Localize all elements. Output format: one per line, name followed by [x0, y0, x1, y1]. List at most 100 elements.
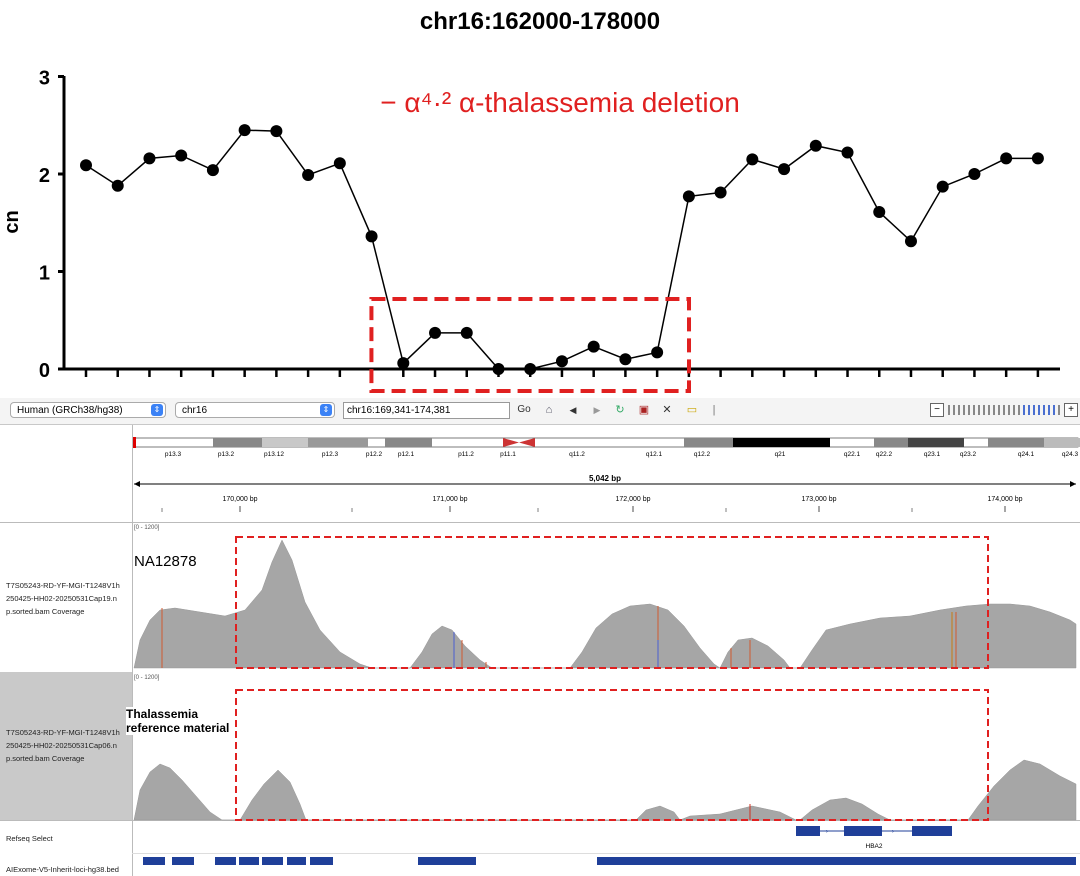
cn-point [143, 152, 156, 165]
cn-point [111, 179, 124, 192]
y-tick-label: 2 [39, 165, 50, 187]
ruler-span: 5,042 bp [589, 474, 621, 483]
toolbar-divider: | [712, 404, 716, 416]
band-label: q21 [775, 451, 786, 458]
zoom-out-icon[interactable]: − [930, 403, 944, 417]
cn-point [524, 363, 537, 375]
cn-chart: cn 0 1 2 3 − α⁴·² α-thalassemia deletion [1, 68, 1060, 393]
coverage1-track-name[interactable]: T7S05243-RD-YF-MGI-T1248V1h 250425-HH02-… [6, 581, 120, 616]
refseq-track-name[interactable]: Refseq Select [6, 834, 53, 843]
zoom-in-icon[interactable]: + [1064, 403, 1078, 417]
cn-point [587, 340, 600, 353]
divider [0, 820, 1080, 821]
cn-point [1031, 152, 1044, 165]
bed-feature [287, 857, 306, 865]
bed-feature [215, 857, 236, 865]
band-label: q22.2 [876, 451, 893, 458]
cn-point [778, 163, 791, 176]
genome-value: Human (GRCh38/hg38) [17, 405, 123, 416]
bed-feature [310, 857, 333, 865]
deletion-highlight-box [369, 297, 692, 393]
coverage1-variant-lines [161, 606, 957, 668]
ruler-tick-label: 173,000 bp [801, 496, 836, 503]
cn-point [873, 206, 886, 219]
cn-point [270, 125, 283, 138]
coverage1-area [133, 539, 1077, 669]
band-label: q23.1 [924, 451, 941, 458]
gene-label-hba2: HBA2 [866, 843, 883, 850]
cn-point [682, 190, 695, 203]
y-tick-label: 1 [39, 263, 50, 285]
y-axis-label: cn [1, 210, 23, 233]
home-icon[interactable]: ⌂ [545, 404, 553, 416]
bed-feature [239, 857, 259, 865]
band-label: p11.1 [500, 451, 516, 458]
band-label: p13.12 [264, 451, 284, 458]
cn-series-points [80, 124, 1044, 375]
cn-point [492, 363, 505, 375]
band-label: q11.2 [569, 451, 585, 458]
x-ticks [84, 369, 1040, 377]
cn-point [397, 357, 410, 370]
cn-point [651, 346, 664, 359]
chromosome-dropdown[interactable]: chr16 ⇕ [175, 402, 335, 418]
coverage2-range: [0 - 1200] [134, 675, 160, 681]
band-label: p11.2 [458, 451, 474, 458]
coverage1-range: [0 - 1200] [134, 525, 160, 531]
chromosome-value: chr16 [182, 405, 208, 416]
band-label: p12.1 [398, 451, 415, 458]
bed-feature [597, 857, 1076, 865]
coverage2-deletion-box [235, 689, 989, 821]
go-button[interactable]: Go [517, 404, 531, 415]
band-label: q12.2 [694, 451, 711, 458]
band-label: q22.1 [844, 451, 861, 458]
cn-point [206, 164, 219, 177]
forward-icon[interactable]: ▶ [593, 405, 601, 415]
selected-track-name-bg [0, 672, 132, 820]
coverage1-deletion-box [235, 536, 989, 669]
svg-text:›: › [826, 829, 828, 835]
cn-point [714, 186, 727, 199]
ruler-tick-label: 172,000 bp [615, 496, 650, 503]
cn-point [365, 230, 378, 243]
ruler: 5,042 bp 170,000 bp 171,000 bp 172,000 bp 1… [134, 474, 1076, 512]
cn-point [460, 326, 473, 339]
cn-point [80, 159, 92, 172]
locus-input[interactable] [343, 402, 510, 419]
cn-point [619, 353, 632, 366]
dropdown-arrow-icon: ⇕ [320, 404, 332, 416]
sample-label-na12878: NA12878 [134, 553, 197, 570]
bed-feature [172, 857, 194, 865]
chromosome-ideogram: p13.3 p13.2 p13.12 p12.3 p12.2 p12.1 p11.2 p11.… [133, 437, 1080, 458]
roi-icon[interactable]: ▣ [638, 404, 650, 416]
cn-point [555, 355, 568, 368]
band-label: p13.3 [165, 451, 182, 458]
cn-point [333, 157, 346, 170]
close-icon[interactable]: ✕ [662, 404, 672, 416]
zoom-slider[interactable] [946, 403, 1062, 417]
y-tick-label: 0 [39, 360, 50, 382]
bed-track-name[interactable]: AIExome-V5-Inherit-loci-hg38.bed [6, 865, 119, 874]
cn-point [809, 139, 822, 152]
cn-point [1000, 152, 1013, 165]
y-tick-label: 3 [39, 68, 50, 90]
cn-point [302, 168, 315, 181]
svg-text:›: › [892, 829, 894, 835]
genome-dropdown[interactable]: Human (GRCh38/hg38) ⇕ [10, 402, 166, 418]
coverage2-track-name[interactable]: T7S05243-RD-YF-MGI-T1248V1h 250425-HH02-… [6, 728, 120, 763]
bed-feature [262, 857, 283, 865]
divider [0, 522, 1080, 523]
cn-point [968, 168, 981, 180]
band-label: q24.3 [1062, 451, 1079, 458]
band-label: q12.1 [646, 451, 663, 458]
bed-features [143, 857, 1076, 865]
ruler-tick-label: 171,000 bp [432, 496, 467, 503]
refresh-icon[interactable]: ↻ [615, 404, 625, 416]
band-label: p12.2 [366, 451, 383, 458]
back-icon[interactable]: ◀ [569, 405, 577, 415]
deletion-annotation: − α⁴·² α-thalassemia deletion [380, 87, 740, 118]
igv-toolbar: Human (GRCh38/hg38) ⇕ chr16 ⇕ Go ⌂ ◀ ▶ ↻… [0, 398, 1080, 425]
popup-icon[interactable]: ▭ [686, 404, 698, 416]
ruler-tick-label: 170,000 bp [222, 496, 257, 503]
